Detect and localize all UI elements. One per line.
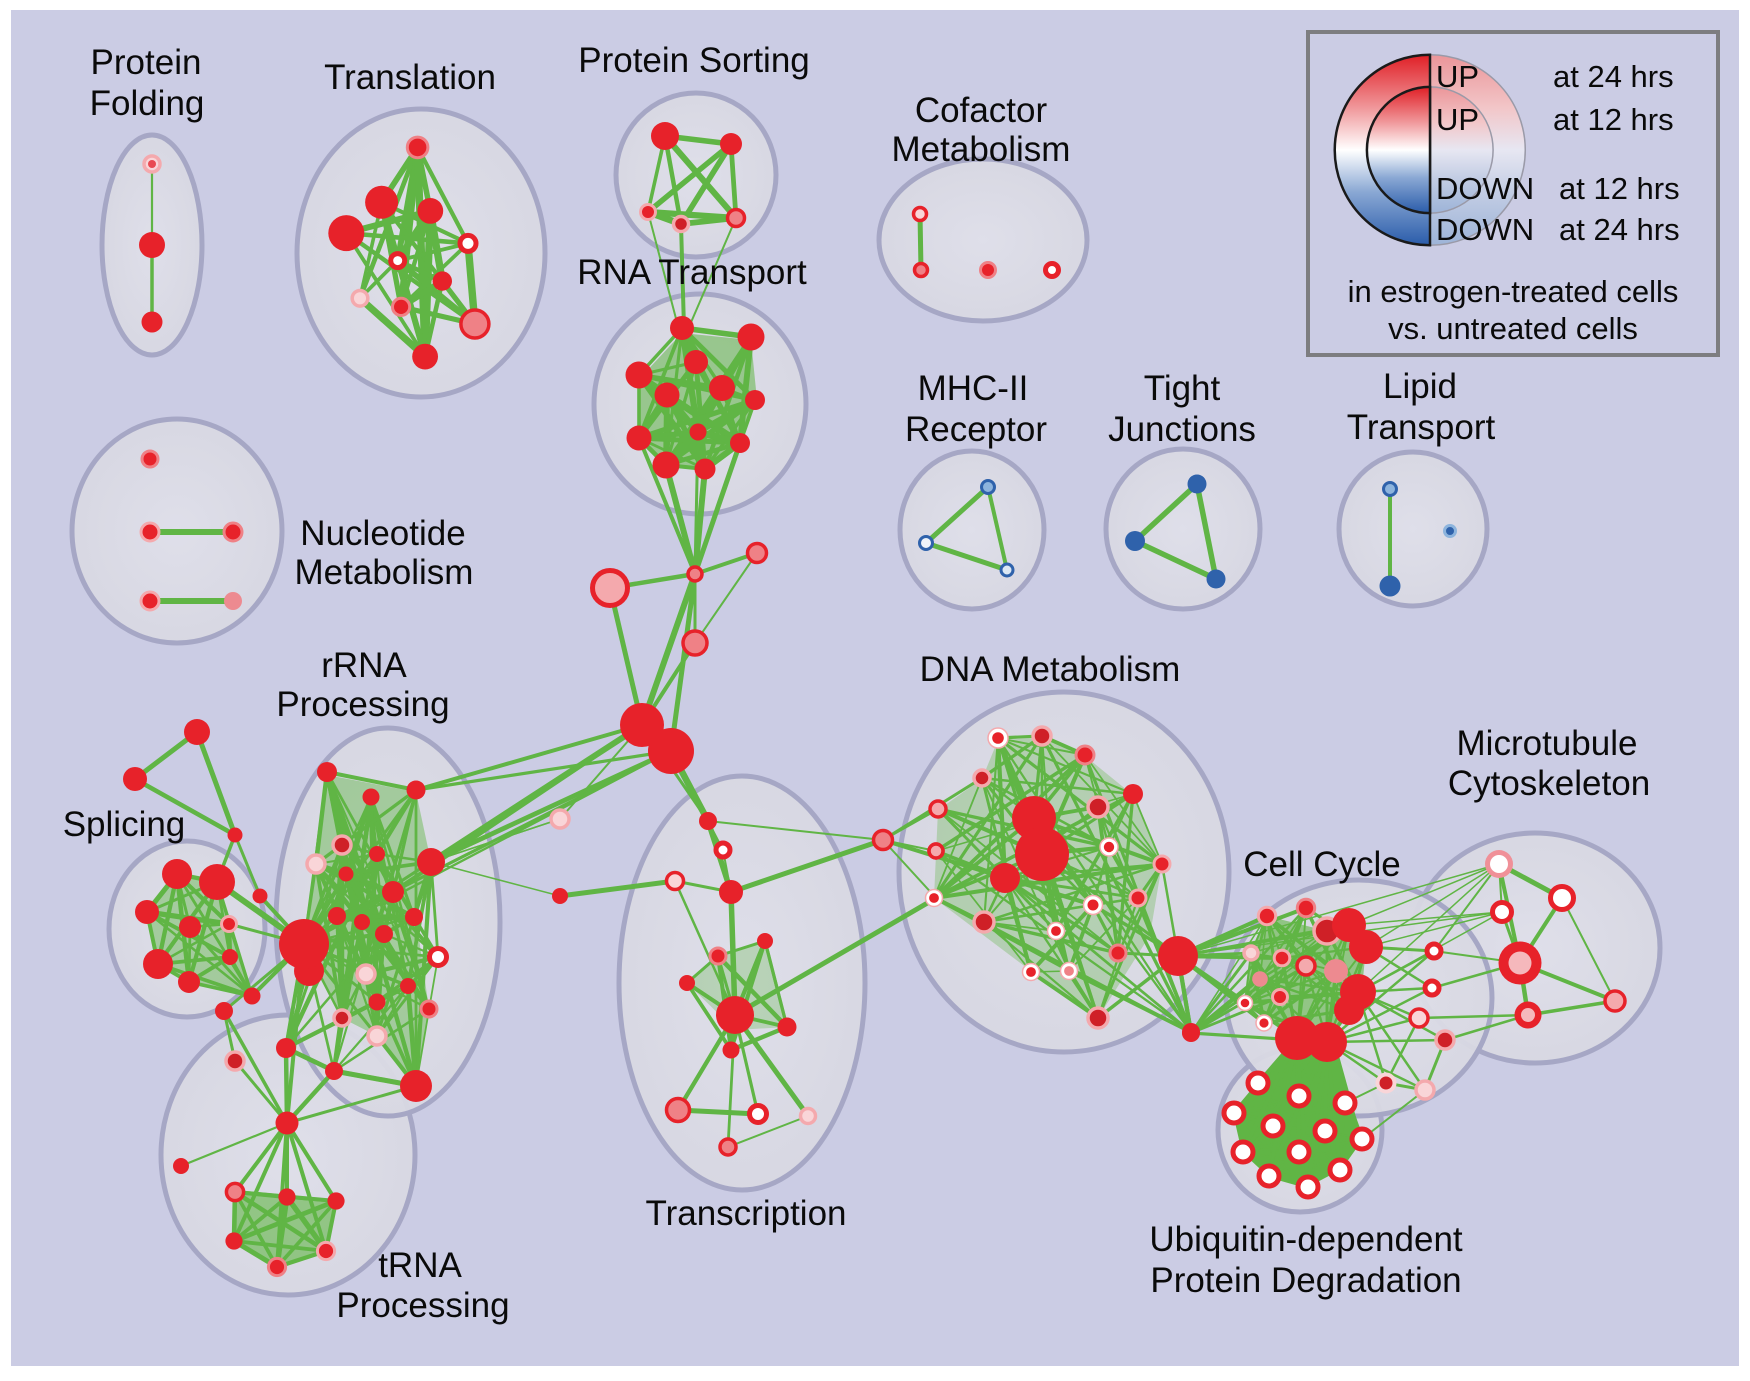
svg-text:DOWN: DOWN: [1436, 212, 1534, 247]
svg-text:Receptor: Receptor: [905, 410, 1047, 449]
svg-text:MHC-II: MHC-II: [918, 369, 1029, 408]
svg-text:Metabolism: Metabolism: [295, 553, 474, 592]
svg-text:Translation: Translation: [324, 58, 496, 97]
svg-text:at 24 hrs: at 24 hrs: [1553, 59, 1674, 94]
svg-text:RNA Transport: RNA Transport: [577, 253, 807, 292]
svg-text:Splicing: Splicing: [63, 805, 186, 844]
svg-text:Cell Cycle: Cell Cycle: [1243, 845, 1401, 884]
svg-text:rRNA: rRNA: [321, 646, 407, 685]
svg-text:DOWN: DOWN: [1436, 171, 1534, 206]
svg-text:at 12 hrs: at 12 hrs: [1559, 171, 1680, 206]
svg-text:Processing: Processing: [336, 1286, 509, 1325]
svg-text:Cofactor: Cofactor: [915, 91, 1048, 130]
svg-text:Processing: Processing: [276, 685, 449, 724]
svg-text:in estrogen-treated cells: in estrogen-treated cells: [1348, 274, 1679, 309]
svg-text:Transcription: Transcription: [646, 1194, 847, 1233]
svg-text:Cytoskeleton: Cytoskeleton: [1448, 764, 1650, 803]
svg-text:DNA Metabolism: DNA Metabolism: [920, 650, 1181, 689]
svg-text:Metabolism: Metabolism: [892, 130, 1071, 169]
svg-text:Junctions: Junctions: [1108, 410, 1256, 449]
svg-text:Ubiquitin-dependent: Ubiquitin-dependent: [1149, 1220, 1463, 1259]
svg-text:Microtubule: Microtubule: [1457, 724, 1638, 763]
svg-text:Protein Sorting: Protein Sorting: [578, 41, 810, 80]
svg-text:UP: UP: [1436, 59, 1479, 94]
svg-text:UP: UP: [1436, 102, 1479, 137]
svg-text:vs. untreated cells: vs. untreated cells: [1388, 311, 1638, 346]
svg-text:at 24 hrs: at 24 hrs: [1559, 212, 1680, 247]
svg-text:Transport: Transport: [1347, 408, 1496, 447]
svg-text:Lipid: Lipid: [1383, 367, 1457, 406]
svg-text:Folding: Folding: [90, 84, 205, 123]
svg-text:Nucleotide: Nucleotide: [300, 514, 465, 553]
svg-text:tRNA: tRNA: [378, 1246, 462, 1285]
svg-text:Protein Degradation: Protein Degradation: [1150, 1261, 1461, 1300]
svg-text:at 12 hrs: at 12 hrs: [1553, 102, 1674, 137]
svg-text:Protein: Protein: [91, 43, 202, 82]
svg-text:Tight: Tight: [1144, 369, 1221, 408]
